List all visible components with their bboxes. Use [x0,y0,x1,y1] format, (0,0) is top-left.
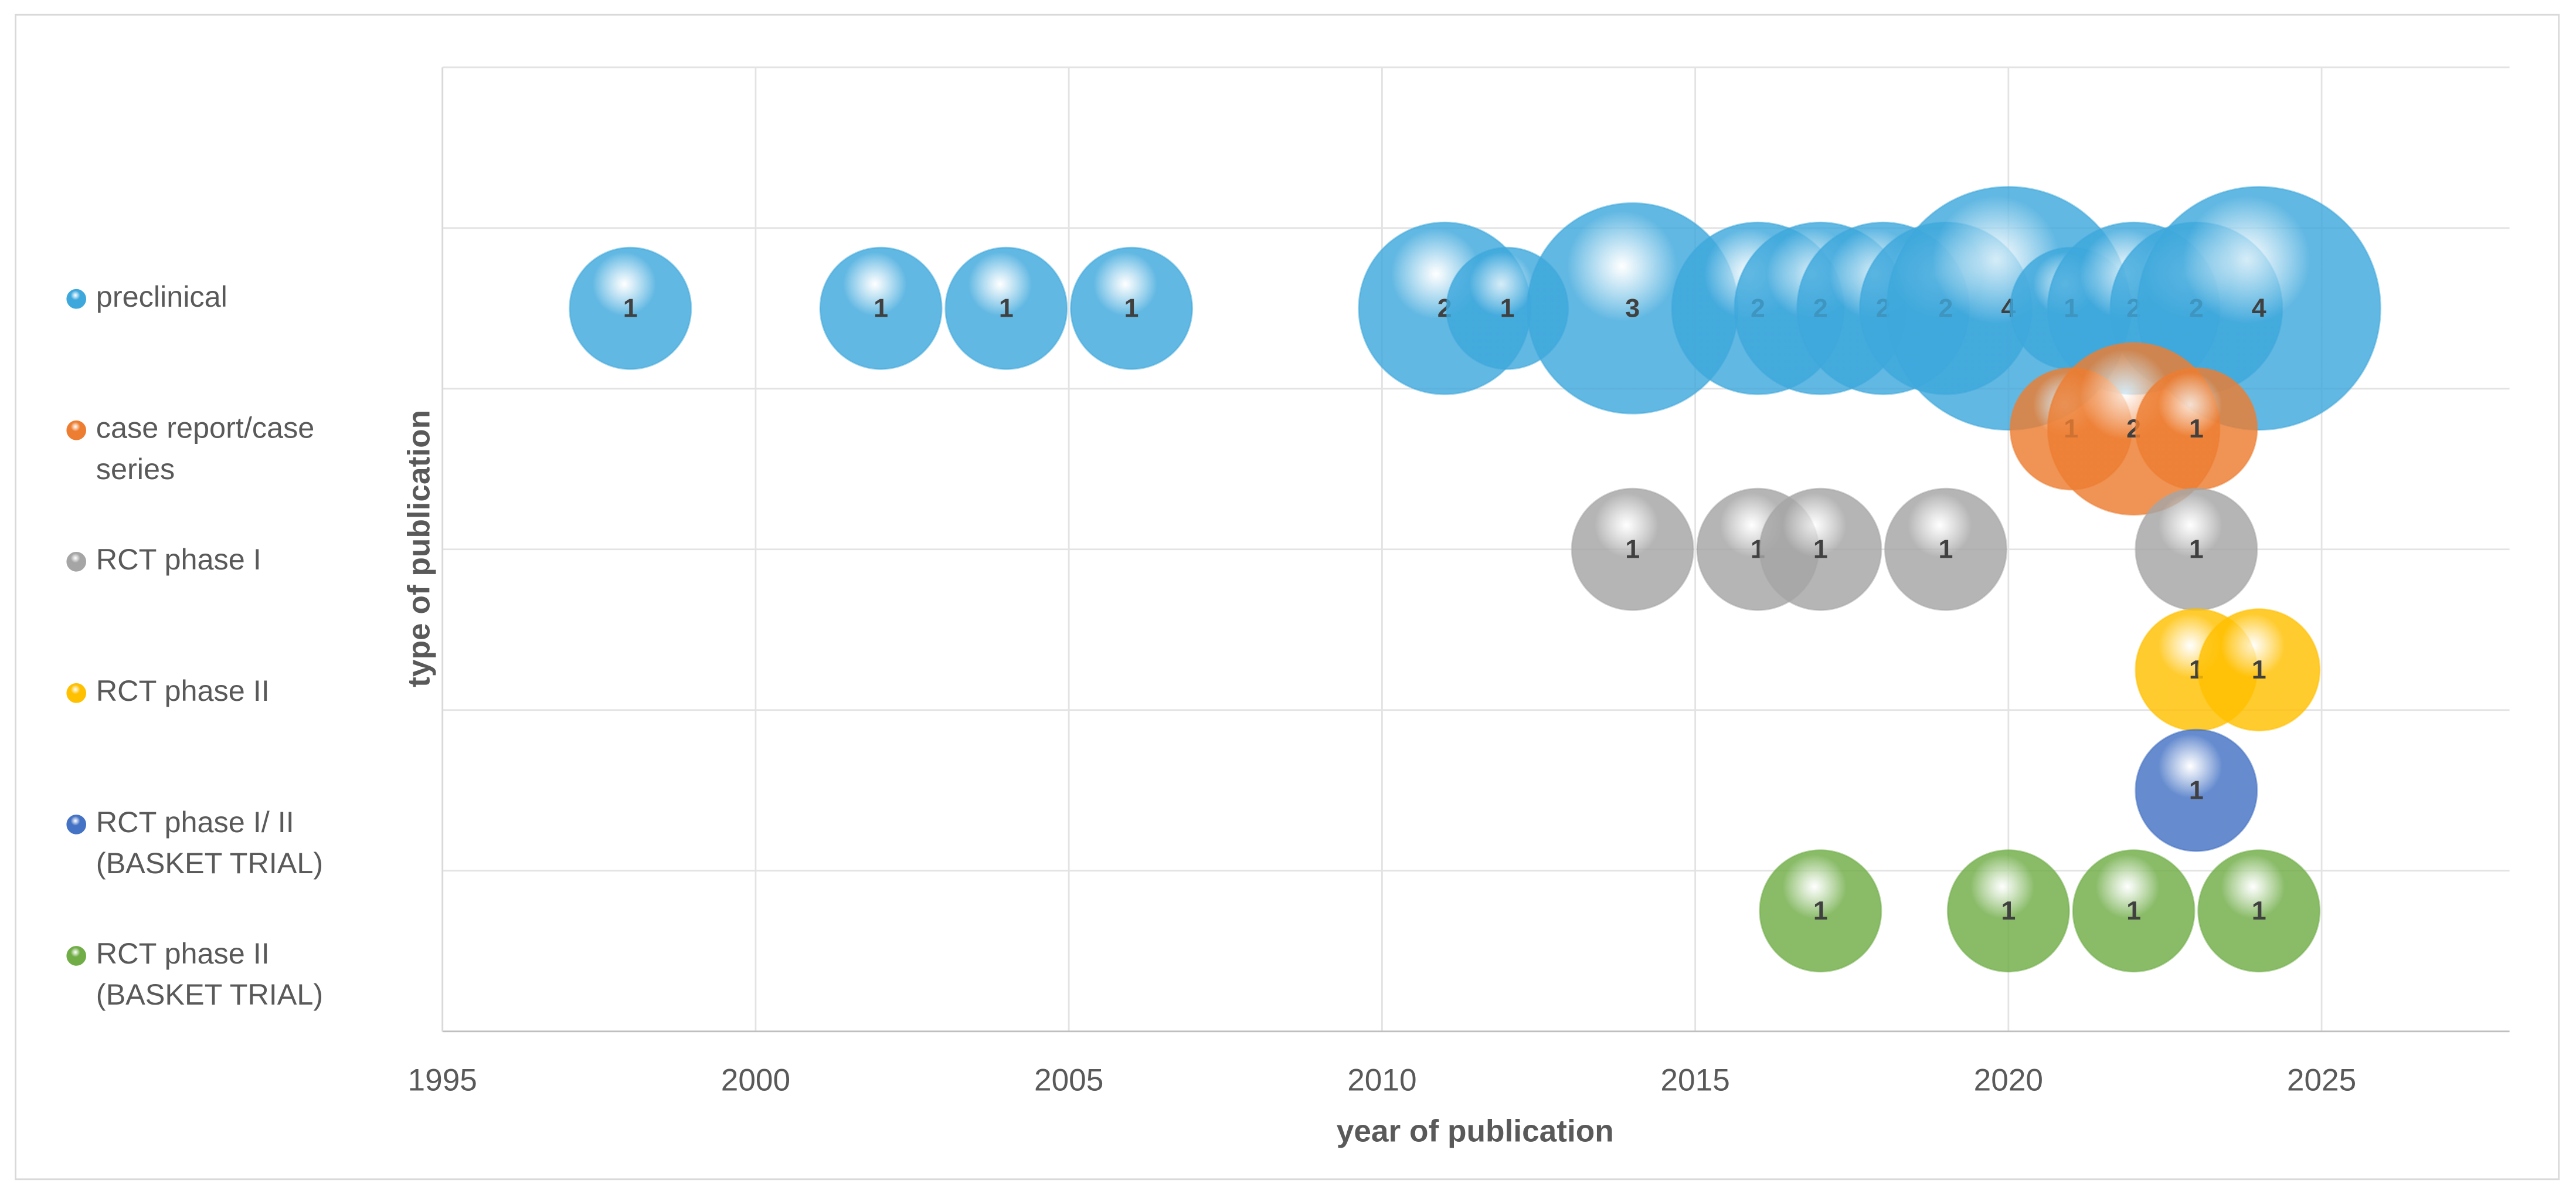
data-label: 1 [2252,655,2266,684]
data-label: 1 [1939,534,1953,564]
chart-frame [15,13,2560,1181]
legend-label: RCT phase I/ II (BASKET TRIAL) [96,805,323,880]
data-label: 1 [1124,293,1139,323]
legend-marker [66,551,86,572]
x-tick-label: 1995 [408,1063,477,1098]
bubble [2197,608,2321,732]
data-label: 1 [2001,896,2016,925]
bubble [1884,487,2008,611]
data-label: 1 [999,293,1014,323]
x-tick-label: 2010 [1347,1063,1416,1098]
data-label: 1 [2189,775,2204,805]
bubble [569,246,692,370]
x-axis-title: year of publication [1337,1114,1614,1148]
x-tick-label: 2015 [1660,1063,1729,1098]
legend-label-line: (BASKET TRIAL) [96,846,323,880]
data-label: 1 [2189,414,2204,443]
legend-label-line: (BASKET TRIAL) [96,978,323,1011]
legend-label: RCT phase II [96,674,270,707]
bubble [819,246,943,370]
legend-label-line: series [96,452,175,486]
data-label: 1 [874,293,888,323]
x-tick-label: 2005 [1034,1063,1103,1098]
legend-label: RCT phase II (BASKET TRIAL) [96,937,323,1011]
bubble [2197,849,2321,973]
data-label: 4 [2252,293,2266,323]
bubble [1571,487,1694,611]
x-tick-label: 2025 [2287,1063,2356,1098]
legend-label: case report/case series [96,411,323,486]
data-label: 1 [1813,534,1828,564]
legend-label: RCT phase I [96,542,261,576]
data-label: 1 [2189,534,2204,564]
legend-label: preclinical [96,280,227,313]
legend-label-line: RCT phase I/ II [96,805,303,839]
y-axis-title: type of publication [402,410,436,687]
legend-label-line: case report/case [96,411,323,445]
data-label: 1 [1625,534,1640,564]
x-tick-label: 2000 [721,1063,790,1098]
legend-marker [66,420,86,440]
data-label: 1 [623,293,638,323]
legend-marker [66,946,86,966]
bubble [2072,849,2196,973]
bubble [1069,246,1194,370]
bubble [1759,849,1882,973]
legend-marker [66,289,86,309]
legend-label-line: RCT phase II [96,937,278,970]
data-label: 1 [2252,896,2266,925]
bubble [1946,849,2070,973]
legend-marker [66,815,86,835]
data-label: 1 [1813,896,1828,925]
legend-marker [66,683,86,703]
data-label: 3 [1625,293,1640,323]
data-label: 1 [1500,293,1515,323]
bubble [944,246,1068,370]
bubble [2135,728,2258,852]
x-tick-label: 2020 [1974,1063,2043,1098]
bubble [1759,487,1882,611]
data-label: 1 [2126,896,2141,925]
